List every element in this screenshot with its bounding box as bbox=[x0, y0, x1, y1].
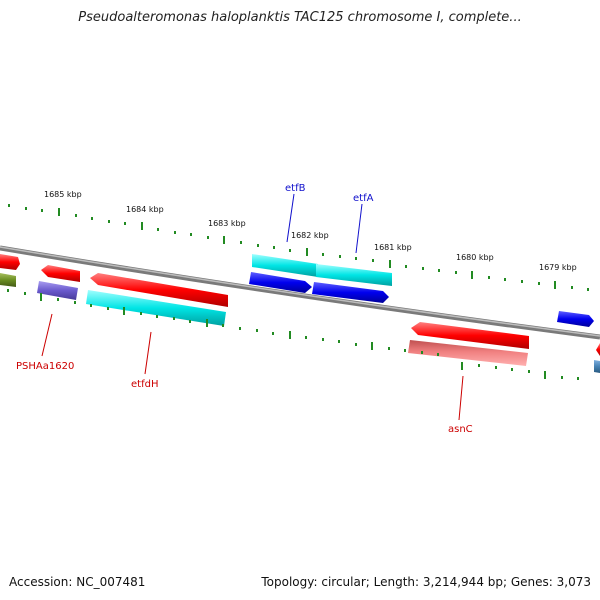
gene-arrow-red-etfdH-upstream[interactable] bbox=[90, 273, 228, 307]
gene-label-etfB[interactable]: etfB bbox=[285, 183, 306, 194]
gene-label-etfdH[interactable]: etfdH bbox=[131, 379, 158, 390]
gene-arrow-cyan-etfB[interactable] bbox=[252, 254, 318, 277]
gene-label-PSHAa1620[interactable]: PSHAa1620 bbox=[16, 361, 74, 372]
map-title: Pseudoalteromonas haloplanktis TAC125 ch… bbox=[78, 10, 522, 25]
gene-arrow-pink-asnC[interactable] bbox=[408, 340, 528, 366]
gene-arrow-olive-edge[interactable] bbox=[0, 273, 16, 287]
gene-label-etfA[interactable]: etfA bbox=[353, 193, 374, 204]
gene-arrow-steel-right-edge[interactable] bbox=[594, 360, 600, 373]
gene-label-asnC[interactable]: asnC bbox=[448, 424, 473, 435]
gene-arrow-purple[interactable] bbox=[37, 281, 78, 300]
kbp-label: 1685 kbp bbox=[44, 190, 82, 199]
topology-summary: Topology: circular; Length: 3,214,944 bp… bbox=[261, 575, 591, 589]
label-leaders bbox=[41, 193, 464, 421]
upper-tick-row bbox=[8, 204, 589, 291]
gene-arrow-blue-right[interactable] bbox=[312, 282, 389, 303]
kbp-labels: 1685 kbp 1684 kbp 1683 kbp 1682 kbp 1681… bbox=[44, 190, 577, 272]
kbp-label: 1680 kbp bbox=[456, 253, 494, 262]
kbp-label: 1679 kbp bbox=[539, 263, 577, 272]
reverse-strand-genes bbox=[0, 273, 600, 373]
forward-strand-genes bbox=[0, 254, 594, 327]
lower-tick-row bbox=[7, 289, 579, 380]
chromosome-backbone bbox=[0, 245, 600, 340]
kbp-label: 1684 kbp bbox=[126, 205, 164, 214]
gene-arrow-red[interactable] bbox=[41, 265, 80, 282]
gene-arrow-red-right-edge[interactable] bbox=[596, 343, 600, 356]
gene-arrow-cyan-etfA[interactable] bbox=[316, 264, 392, 286]
accession-text: Accession: NC_007481 bbox=[9, 575, 146, 589]
gene-arrow-red-edge[interactable] bbox=[0, 254, 20, 270]
gene-arrow-cyan-etfdH[interactable] bbox=[86, 290, 226, 326]
gene-arrow-blue-left[interactable] bbox=[249, 272, 312, 293]
kbp-label: 1681 kbp bbox=[374, 243, 412, 252]
kbp-label: 1682 kbp bbox=[291, 231, 329, 240]
kbp-label: 1683 kbp bbox=[208, 219, 246, 228]
gene-arrow-red-asnC-upstream[interactable] bbox=[411, 322, 529, 349]
gene-arrow-blue-edge[interactable] bbox=[557, 311, 594, 327]
